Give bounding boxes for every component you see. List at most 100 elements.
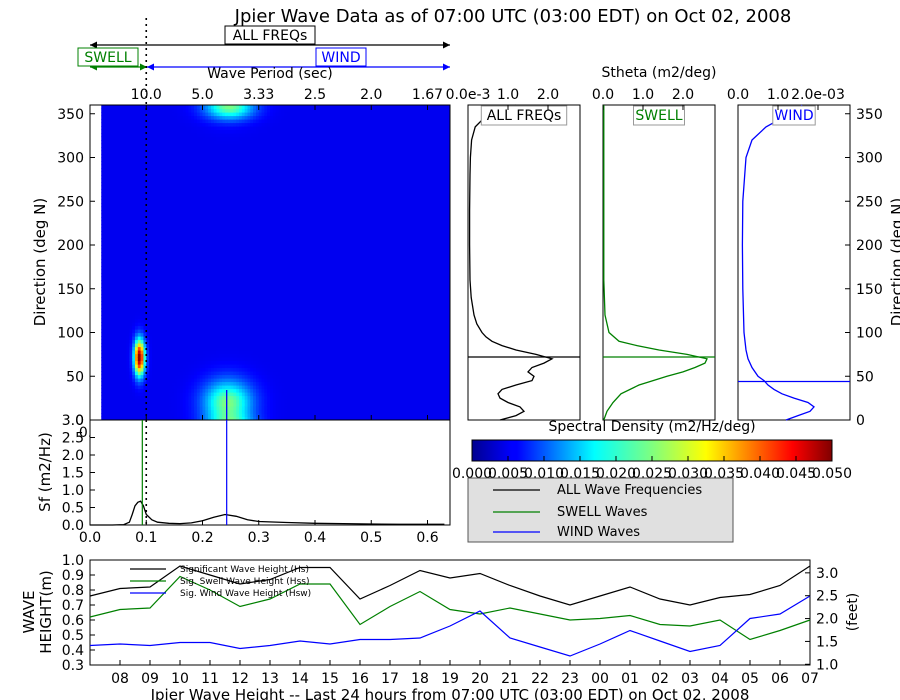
heatmap-cell [236,136,240,141]
heatmap-cell [146,392,150,397]
heatmap-cell [115,147,119,152]
heatmap-cell [182,224,187,229]
heatmap-cell [180,129,184,134]
heatmap-cell [227,353,232,358]
heatmap-cell [118,157,122,162]
heatmap-cell [106,364,111,369]
heatmap-cell [208,336,212,341]
heatmap-cell [174,339,178,344]
heatmap-cell [160,182,164,187]
heatmap-cell [168,119,173,124]
heatmap-cell [244,308,249,313]
heatmap-cell [222,178,226,183]
heatmap-cell [123,406,128,411]
heatmap-cell [174,196,178,201]
heatmap-cell [219,413,223,418]
heatmap-cell [219,224,223,229]
heatmap-cell [216,294,220,299]
heatmap-cell [250,119,254,124]
heatmap-cell [123,399,128,404]
heatmap-cell [210,255,215,260]
heatmap-cell [135,287,139,292]
heatmap-cell [210,297,215,302]
heatmap-cell [149,332,153,337]
heatmap-cell [208,108,212,113]
heatmap-cell [205,259,209,264]
heatmap-cell [219,259,223,264]
heatmap-cell [222,283,226,288]
heatmap-cell [126,248,130,253]
heatmap-cell [115,276,119,281]
heatmap-cell [216,168,220,173]
heatmap-cell [255,343,260,348]
heatmap-cell [208,406,212,411]
heatmap-cell [222,140,226,145]
heatmap-cell [199,301,204,306]
heatmap-cell [157,126,161,131]
heatmap-cell [146,402,150,407]
heatmap-cell [205,248,209,253]
heatmap-cell [112,367,116,372]
heatmap-cell [250,416,254,420]
heatmap-cell [199,294,204,299]
heatmap-cell [177,133,181,138]
heatmap-cell [185,332,190,337]
heatmap-cell [149,353,153,358]
heatmap-cell [208,308,212,313]
heatmap-cell [171,119,175,124]
heatmap-cell [143,290,147,295]
heatmap-cell [233,392,237,397]
heatmap-cell [210,395,215,400]
heatmap-cell [149,126,153,131]
heatmap-cell [247,129,251,134]
heatmap-cell [174,147,178,152]
heatmap-cell [118,245,122,250]
heatmap-cell [154,332,159,337]
heatmap-cell [216,122,220,127]
heatmap-cell [182,245,187,250]
heatmap-cell [185,112,190,117]
heatmap-cell [191,318,195,323]
heatmap-cell [216,409,220,414]
heatmap-cell [137,325,142,330]
heatmap-cell [205,182,209,187]
heatmap-cell [194,406,198,411]
heatmap-cell [227,350,232,355]
heatmap-cell [247,276,251,281]
heatmap-cell [157,304,161,309]
heatmap-cell [199,248,204,253]
heatmap-cell [185,280,190,285]
heatmap-cell [149,234,153,239]
heatmap-cell [205,210,209,215]
heatmap-cell [216,143,220,148]
heatmap-cell [244,126,249,131]
heatmap-cell [208,388,212,393]
heatmap-cell [135,304,139,309]
heatmap-cell [165,203,170,208]
heatmap-cell [219,210,223,215]
heatmap-cell [230,409,235,414]
heatmap-cell [239,339,243,344]
heatmap-cell [163,287,167,292]
heatmap-cell [115,262,119,267]
heatmap-cell [219,143,223,148]
heatmap-cell [129,371,133,376]
heatmap-cell [250,203,254,208]
heatmap-cell [160,192,164,197]
heatmap-cell [135,231,139,236]
heatmap-cell [225,255,229,260]
heatmap-cell [146,234,150,239]
heatmap-cell [112,252,116,257]
heatmap-cell [182,311,187,316]
heatmap-cell [199,280,204,285]
heatmap-cell [194,357,198,362]
heatmap-cell [123,266,128,271]
heatmap-cell [188,329,192,334]
heatmap-cell [225,259,229,264]
heatmap-cell [126,367,130,372]
heatmap-cell [129,259,133,264]
heatmap-cell [219,304,223,309]
heatmap-cell [135,234,139,239]
heatmap-cell [168,280,173,285]
heatmap-cell [225,105,229,110]
